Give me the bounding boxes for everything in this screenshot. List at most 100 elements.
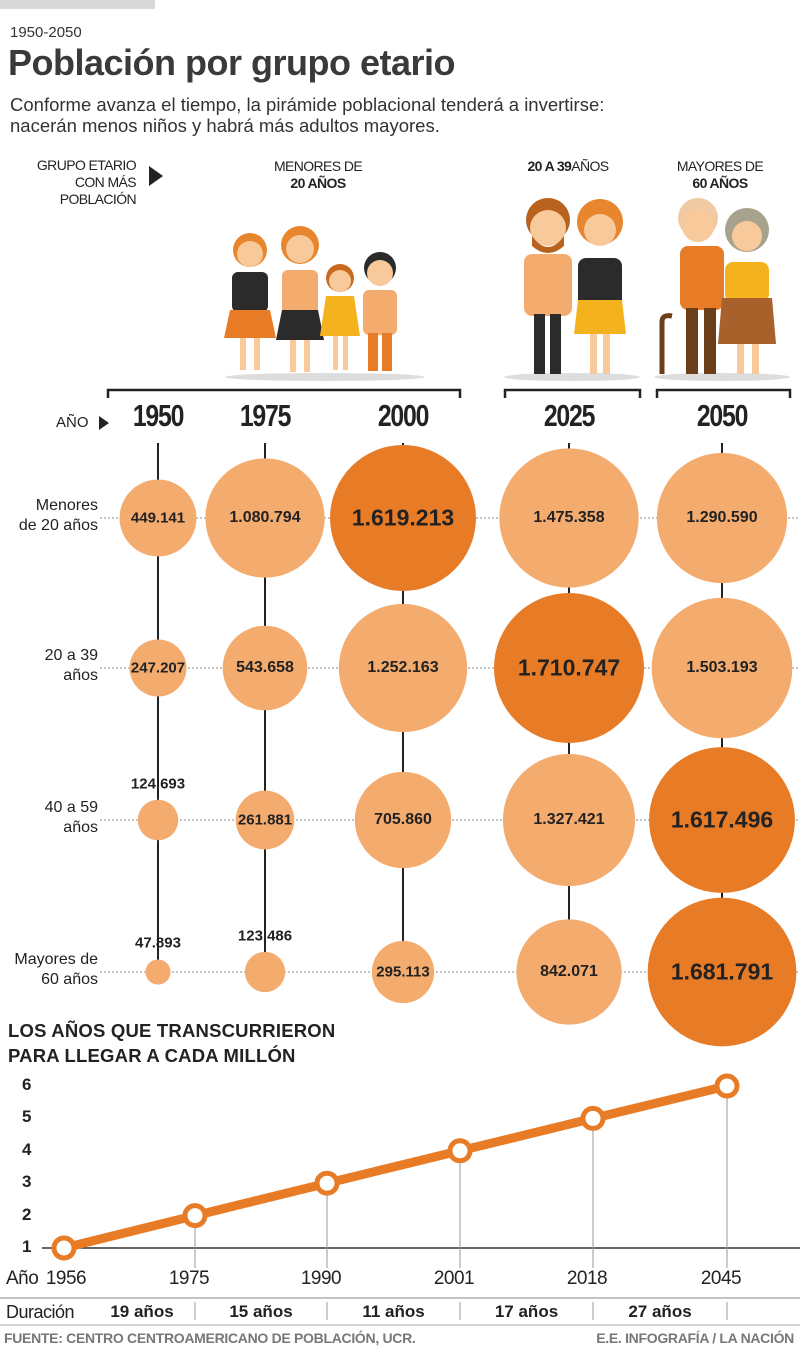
- row-label-line: años: [63, 819, 98, 836]
- row-label-line: 40 a 59: [44, 799, 98, 816]
- data-label: 543.658: [236, 659, 294, 676]
- adults-illustration: [504, 198, 640, 381]
- x-tick-label: 1975: [168, 1268, 210, 1289]
- data-label: 1.252.163: [367, 659, 439, 676]
- y-tick-label: 3: [22, 1172, 32, 1192]
- bubble-2025-row3: [516, 919, 622, 1025]
- seniors-illustration: [654, 198, 790, 381]
- group-line: 20 AÑOS: [290, 175, 346, 191]
- row-label: 40 a 59 años: [2, 798, 98, 838]
- title-line: PARA LLEGAR A CADA MILLÓN: [8, 1045, 296, 1066]
- x-tick-label: 2018: [566, 1268, 608, 1289]
- arrow-right-icon: [99, 416, 109, 430]
- bubble-2025-row1: [494, 593, 644, 743]
- data-label: 1.475.358: [533, 509, 605, 526]
- data-label: 1.503.193: [686, 659, 758, 676]
- duration-value: 17 años: [494, 1302, 559, 1321]
- credit: E.E. INFOGRAFÍA / LA NACIÓN: [596, 1330, 794, 1346]
- people-illustrations: [224, 198, 790, 381]
- duration-value: 11 años: [362, 1302, 425, 1321]
- bubble-1950-row3: [145, 959, 171, 985]
- bubble-2050-row1: [651, 597, 793, 739]
- bubble-1975-row2: [235, 790, 295, 850]
- arrow-right-icon: [149, 166, 163, 186]
- duration-label: Duración: [6, 1302, 75, 1322]
- x-tick-label: 1990: [300, 1268, 342, 1289]
- x-tick-label: 2045: [700, 1268, 742, 1289]
- group-label-20-39: 20 A 39AÑOS: [498, 158, 638, 175]
- bubble-1950-row1: [129, 639, 187, 697]
- subtitle-line: nacerán menos niños y habrá más adultos …: [10, 115, 440, 136]
- bubble-2000-row3: [371, 940, 435, 1004]
- bubble-1975-row3: [244, 951, 286, 993]
- duration-value: 19 años: [110, 1302, 174, 1321]
- group-label-under-20: MENORES DE 20 AÑOS: [248, 158, 388, 192]
- data-label: 842.071: [540, 963, 598, 980]
- data-label: 1.710.747: [517, 654, 621, 681]
- legend-line: CON MÁS: [74, 174, 137, 190]
- group-bold: 20 A 39: [527, 158, 572, 174]
- data-point-2018: [580, 1105, 606, 1131]
- subtitle: Conforme avanza el tiempo, la pirámide p…: [10, 94, 800, 136]
- data-point-1975: [182, 1203, 208, 1229]
- year-label-1975: 1975: [239, 398, 292, 433]
- bubble-2050-row0: [656, 452, 788, 584]
- year-label-2050: 2050: [696, 398, 749, 433]
- bubble-2050-row3: [647, 897, 797, 1047]
- title-line: LOS AÑOS QUE TRANSCURRIERON: [8, 1020, 336, 1041]
- bubble-1975-row1: [222, 625, 308, 711]
- data-label: 124.693: [130, 775, 186, 793]
- bubble-1950-row2: [137, 799, 179, 841]
- group-line: MAYORES DE: [676, 158, 764, 174]
- year-label-2025: 2025: [543, 398, 596, 433]
- legend-label: GRUPO ETARIO CON MÁS POBLACIÓN: [8, 157, 137, 208]
- subtitle-line: Conforme avanza el tiempo, la pirámide p…: [10, 94, 605, 115]
- group-rest: AÑOS: [571, 158, 609, 174]
- data-label: 261.881: [237, 811, 293, 829]
- y-tick-label: 5: [22, 1107, 32, 1127]
- legend-line: GRUPO ETARIO: [36, 157, 137, 173]
- source-note: FUENTE: CENTRO CENTROAMERICANO DE POBLAC…: [4, 1330, 416, 1346]
- line-chart-title: LOS AÑOS QUE TRANSCURRIERON PARA LLEGAR …: [8, 1018, 335, 1068]
- bubble-1950-row0: [119, 479, 197, 557]
- kicker: 1950-2050: [10, 24, 82, 41]
- bubble-2025-row2: [502, 753, 636, 887]
- row-label-line: 60 años: [41, 971, 98, 988]
- y-tick-label: 1: [22, 1237, 32, 1256]
- row-label-line: Menores: [35, 497, 98, 514]
- data-label: 1.681.791: [670, 958, 774, 985]
- duration-value: 27 años: [628, 1302, 692, 1321]
- row-label-line: años: [63, 667, 98, 684]
- group-label-over-60: MAYORES DE 60 AÑOS: [650, 158, 790, 192]
- year-label-1950: 1950: [132, 398, 185, 433]
- data-point-1956: [51, 1235, 77, 1261]
- group-brackets: [106, 388, 792, 398]
- children-illustration: [224, 226, 425, 381]
- row-label: Menores de 20 años: [2, 496, 98, 536]
- x-tick-label: 2001: [433, 1268, 475, 1289]
- top-bar: [0, 0, 155, 9]
- bubble-2000-row1: [338, 603, 468, 733]
- legend-line: POBLACIÓN: [59, 191, 137, 207]
- data-label: 1.327.421: [533, 811, 605, 828]
- data-point-1990: [314, 1170, 340, 1196]
- y-tick-label: 6: [22, 1075, 32, 1094]
- bubble-2000-row0: [330, 445, 476, 591]
- data-point-2001: [447, 1138, 473, 1164]
- row-label: 20 a 39 años: [2, 646, 98, 686]
- data-point-2045: [714, 1073, 740, 1099]
- bubble-1975-row0: [205, 458, 325, 578]
- data-label: 47.893: [135, 934, 181, 952]
- data-label: 705.860: [374, 811, 432, 828]
- x-axis-prefix: Año: [6, 1268, 39, 1289]
- group-line: MENORES DE: [273, 158, 363, 174]
- bubble-2000-row2: [354, 771, 452, 869]
- data-label: 123.486: [237, 927, 293, 945]
- data-label: 1.619.213: [351, 504, 455, 531]
- series-line: [62, 1081, 729, 1253]
- bubble-2050-row2: [649, 747, 795, 893]
- row-label: Mayores de 60 años: [2, 950, 98, 990]
- data-label: 449.141: [130, 509, 186, 527]
